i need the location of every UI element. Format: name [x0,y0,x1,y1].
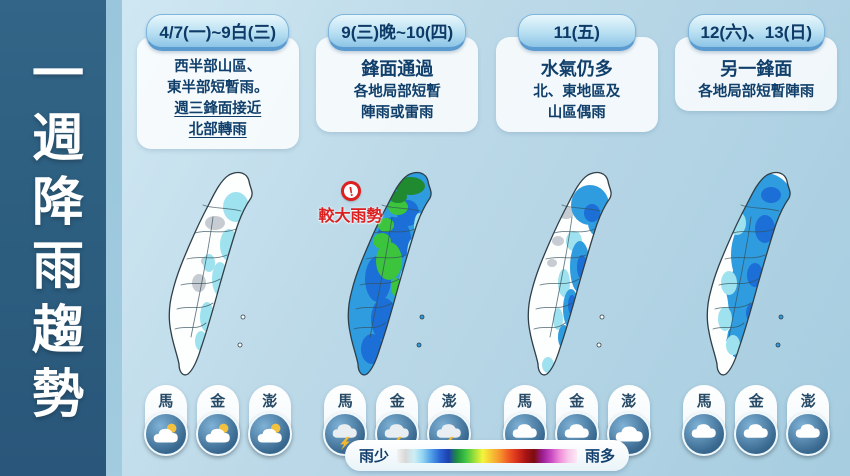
taiwan-rainfall-map [527,171,612,376]
island-label: 金 [210,393,226,410]
summary-line: 東半部短暫雨。 [167,80,269,97]
offshore-island [596,342,602,348]
taiwan-map-area [487,167,667,383]
offshore-island [240,314,246,320]
island-kinmen: 金 [734,385,779,456]
rain-icon [512,424,537,438]
rain-icon [795,424,821,438]
summary-line: 山區偶雨 [547,105,606,122]
offshore-island [775,342,781,348]
summary-card: 水氣仍多 北、東地區及 山區偶雨 [495,37,658,133]
sidebar-title-bar: 一週降雨趨勢 [0,0,106,476]
taiwan-map-area: ! 較大雨勢 [308,167,488,383]
summary-card: 鋒面通過 各地局部短暫 陣雨或雷雨 [316,37,479,133]
legend-more-label: 雨多 [585,448,616,465]
rain-icon [564,424,589,438]
summary-zone: 鋒面通過 各地局部短暫 陣雨或雷雨 [308,37,488,167]
offshore-island [599,314,605,320]
island-label: 金 [748,393,764,410]
island-penghu: 澎 [247,385,292,456]
rain-icon [743,424,769,438]
island-label: 澎 [621,393,637,410]
rain-scale-gradient [397,448,577,463]
county-borders [533,204,601,338]
date-range-pill: 9(三)晚~10(四) [328,14,467,51]
exclamation-icon: ! [338,179,363,203]
weather-icon [786,412,831,456]
island-label: 澎 [441,393,457,410]
sun-cloud-icon [205,423,230,443]
weather-icon [682,412,727,456]
sidebar-accent-strip [106,0,122,476]
island-label: 澎 [262,393,278,410]
date-range-pill: 11(五) [517,14,636,51]
island-label: 馬 [517,393,533,410]
island-label: 澎 [800,393,816,410]
island-label: 馬 [337,393,353,410]
sun-cloud-icon [153,423,178,443]
county-borders [174,204,242,338]
county-borders [353,204,421,338]
offshore-island [419,314,425,320]
island-label: 馬 [158,393,174,410]
summary-title: 水氣仍多 [540,59,613,79]
forecast-panel-2: 9(三)晚~10(四) 鋒面通過 各地局部短暫 陣雨或雷雨 ! 較大雨勢 [308,14,488,476]
summary-line: 陣雨或雷雨 [361,105,434,122]
page-title: 一週降雨趨勢 [23,46,82,430]
taiwan-map-area [128,167,308,383]
island-label: 馬 [696,393,712,410]
island-penghu: 澎 [786,385,831,456]
thunderstorm-icon [332,424,358,451]
summary-zone: 水氣仍多 北、東地區及 山區偶雨 [487,37,667,167]
forecast-panel-3: 11(五) 水氣仍多 北、東地區及 山區偶雨 [487,14,667,476]
rain-icon [691,424,717,438]
weather-icon [247,412,292,456]
summary-line: 西半部山區、 [174,59,262,75]
heavy-rain-warning: ! 較大雨勢 [312,179,390,226]
island-kinmen: 金 [195,385,240,456]
summary-title: 鋒面通過 [361,59,434,79]
forecast-panel-4: 12(六)、13(日) 另一鋒面 各地局部短暫陣雨 [667,14,847,476]
island-matsu: 馬 [143,385,188,456]
summary-line: 北、東地區及 [533,84,621,101]
outlying-islands-row: 馬 金 澎 [682,385,831,456]
summary-line-underlined: 北部轉雨 [188,122,247,139]
summary-line: 各地局部短暫陣雨 [698,84,815,101]
summary-line: 各地局部短暫 [353,84,441,101]
legend-less-label: 雨少 [358,448,389,465]
forecast-panels: 4/7(一)~9白(三) 西半部山區、 東半部短暫雨。 週三鋒面接近 北部轉雨 [124,0,850,476]
island-matsu: 馬 [682,385,727,456]
outlying-islands-row: 馬 金 澎 [143,385,292,456]
date-range-pill: 12(六)、13(日) [687,14,825,51]
rain-legend: 雨少 雨多 [344,440,630,471]
summary-line-underlined: 週三鋒面接近 [174,101,262,118]
taiwan-map-area [667,167,847,383]
taiwan-rainfall-map [168,171,253,376]
rainfall-overlay [541,185,609,373]
sun-cloud-icon [257,423,282,443]
summary-card: 西半部山區、 東半部短暫雨。 週三鋒面接近 北部轉雨 [136,37,299,150]
taiwan-rainfall-map [706,171,791,376]
date-range-pill: 4/7(一)~9白(三) [146,14,290,51]
weather-icon [143,412,188,456]
forecast-panel-1: 4/7(一)~9白(三) 西半部山區、 東半部短暫雨。 週三鋒面接近 北部轉雨 [128,14,308,476]
island-label: 金 [569,393,585,410]
island-label: 金 [389,393,405,410]
summary-zone: 西半部山區、 東半部短暫雨。 週三鋒面接近 北部轉雨 [128,37,308,167]
warning-label: 較大雨勢 [318,208,383,225]
weather-icon [195,412,240,456]
offshore-island [237,342,243,348]
summary-zone: 另一鋒面 各地局部短暫陣雨 [667,37,847,167]
county-borders [712,204,780,338]
taiwan-rainfall-map [347,171,432,376]
cloud-icon [615,426,643,442]
offshore-island [416,342,422,348]
weather-icon [734,412,779,456]
taiwan-outline [169,172,252,375]
rain-legend-wrap: 雨少 雨多 [124,440,850,471]
offshore-island [778,314,784,320]
summary-title: 另一鋒面 [720,59,793,79]
